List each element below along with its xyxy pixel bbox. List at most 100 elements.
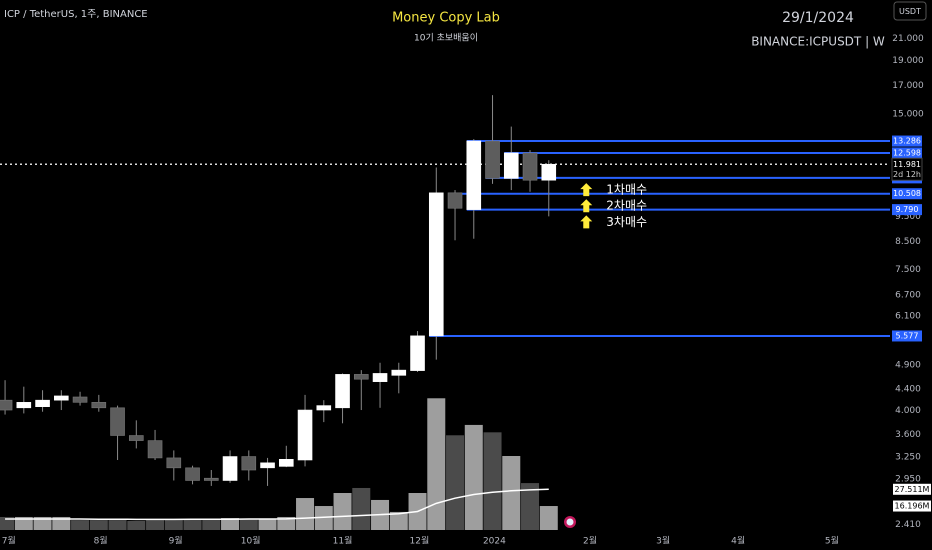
level-tag-label: 10.508 — [893, 189, 921, 198]
candle-body — [241, 456, 257, 471]
volume-tag-label: 16.196M — [895, 502, 930, 511]
level-tag — [892, 147, 922, 159]
x-tick-label: 12월 — [410, 535, 430, 547]
volume-bar — [502, 456, 521, 530]
candle-body — [522, 152, 538, 181]
x-tick-label: 11월 — [333, 535, 353, 547]
y-tick-label: 3.600 — [895, 430, 921, 440]
candle-body — [0, 399, 13, 411]
y-tick-label: 4.000 — [895, 406, 921, 416]
volume-bar — [446, 435, 465, 530]
volume-tag-label: 27.511M — [895, 485, 930, 494]
level-tag — [892, 188, 922, 200]
y-tick-label: 4.400 — [895, 385, 921, 395]
candle-body — [35, 399, 50, 408]
x-tick-label: 5월 — [825, 535, 839, 547]
y-tick-label: 2.950 — [895, 474, 921, 484]
volume-ma-line — [5, 488, 549, 521]
level-tag — [892, 135, 922, 147]
y-tick-label: 21.000 — [892, 34, 924, 44]
candle-body — [466, 140, 482, 210]
buy-arrow — [580, 183, 593, 197]
y-tick-label: 8.500 — [895, 237, 921, 247]
candle-body — [72, 396, 88, 403]
candle-body — [54, 395, 69, 401]
volume-bar — [352, 487, 371, 530]
title: Money Copy Lab — [392, 11, 500, 26]
volume-bar — [164, 519, 183, 530]
level-tag-label: 9.790 — [896, 205, 919, 214]
volume-bar — [146, 520, 165, 530]
x-tick-label: 2024 — [483, 537, 506, 547]
candle-body — [391, 369, 407, 376]
currency[interactable]: USDT — [899, 7, 921, 16]
y-tick-label: 15.000 — [892, 109, 924, 119]
volume-bar — [127, 520, 146, 530]
x-tick-label: 9월 — [169, 535, 183, 547]
volume-bar — [389, 511, 408, 530]
level-tag — [892, 330, 922, 342]
level-tag-label: 12.598 — [893, 148, 921, 157]
candle-body — [203, 477, 219, 481]
candle-body — [541, 163, 557, 181]
candle-body — [353, 374, 369, 380]
x-tick-label: 3월 — [656, 535, 670, 547]
buy-arrow — [580, 215, 593, 229]
y-tick-label: 9.500 — [895, 212, 921, 222]
volume-tag — [893, 483, 931, 495]
y-tick-label: 4.900 — [895, 361, 921, 371]
volume-bar — [71, 520, 90, 530]
candle-body — [316, 405, 332, 411]
x-tick-label: 8월 — [94, 535, 108, 547]
x-tick-label: 7월 — [2, 535, 16, 547]
volume-bar — [89, 520, 108, 530]
candle-body — [129, 435, 144, 441]
date: 29/1/2024 — [782, 10, 854, 26]
x-tick-label: 4월 — [731, 535, 745, 547]
volume-bar — [333, 493, 352, 530]
level-tag-label: 5.577 — [896, 331, 919, 340]
volume-bar — [108, 520, 127, 530]
volume-bar — [258, 519, 277, 530]
candle-body — [16, 402, 32, 409]
volume-bar — [0, 516, 15, 530]
y-tick-label: 6.700 — [895, 290, 921, 300]
buy-label: 2차매수 — [606, 199, 647, 213]
candle-body — [185, 467, 200, 481]
y-tick-label: 2.410 — [895, 520, 921, 530]
candle-body — [485, 140, 500, 179]
buy-label: 1차매수 — [606, 183, 647, 197]
volume-tag — [893, 500, 931, 512]
currency-button[interactable] — [893, 1, 927, 21]
candle-body — [110, 407, 125, 436]
y-tick-label: 19.000 — [892, 56, 924, 66]
candle-body — [372, 373, 388, 382]
volume-bar — [33, 516, 52, 530]
volume-bar — [427, 398, 446, 530]
volume-bar — [296, 498, 315, 530]
candle-body — [147, 440, 163, 459]
ticker: BINANCE:ICPUSDT | W — [751, 35, 885, 49]
volume-bar — [221, 518, 240, 530]
candle-body — [91, 402, 107, 409]
volume-bar — [539, 506, 558, 530]
last-price-tag — [891, 157, 923, 181]
candle-body — [410, 335, 425, 371]
y-tick-label: 6.100 — [895, 311, 921, 321]
volume-bar — [521, 483, 540, 530]
x-tick-label: 10월 — [241, 535, 261, 547]
level-tag — [892, 204, 922, 216]
volume-bar — [464, 424, 483, 530]
candle-body — [335, 374, 350, 409]
volume-bar — [183, 519, 202, 530]
volume-bar — [14, 516, 33, 530]
y-tick-label: 3.250 — [895, 453, 921, 463]
event-icon-inner — [566, 518, 574, 526]
candle-body — [166, 457, 182, 469]
y-tick-label: 7.500 — [895, 265, 921, 275]
volume-bar — [239, 519, 258, 530]
countdown-label: 2d 12h — [893, 170, 921, 179]
candle-body — [278, 459, 294, 467]
